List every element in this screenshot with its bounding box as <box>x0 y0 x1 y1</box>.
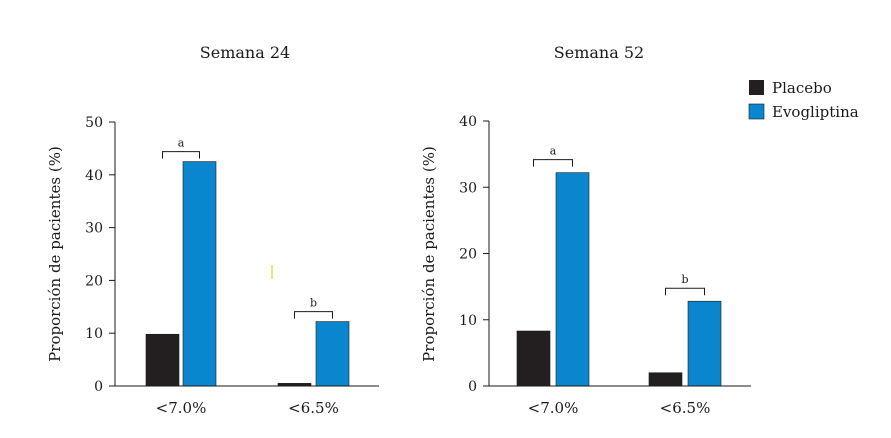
x-tick-label: <7.0% <box>528 399 579 417</box>
y-tick-label: 30 <box>459 180 477 196</box>
x-tick-label: <6.5% <box>660 399 711 417</box>
significance-label: b <box>681 273 688 286</box>
chart-title: Semana 52 <box>554 43 644 62</box>
x-tick-label: <6.5% <box>288 399 339 417</box>
chart-title: Semana 24 <box>200 43 290 62</box>
bar-evogliptina-1 <box>687 300 722 387</box>
significance-bracket <box>294 311 333 319</box>
legend-swatch-evogliptina <box>748 103 765 120</box>
y-axis-label: Proporción de pacientes (%) <box>46 146 64 362</box>
bar-evogliptina-1 <box>315 321 350 387</box>
bar-evogliptina-0 <box>555 172 590 387</box>
y-tick-label: 0 <box>94 379 103 395</box>
legend: Placebo Evogliptina <box>748 79 859 121</box>
bar-placebo-0 <box>516 330 551 387</box>
legend-label-placebo: Placebo <box>772 79 832 97</box>
legend-swatch-placebo <box>749 80 764 95</box>
significance-bracket <box>665 287 705 296</box>
y-tick-label: 20 <box>459 247 477 263</box>
y-tick-label: 50 <box>85 115 103 131</box>
legend-label-evogliptina: Evogliptina <box>772 103 859 121</box>
significance-bracket <box>162 151 200 159</box>
y-tick-label: 10 <box>459 313 477 329</box>
x-tick-label: <7.0% <box>156 399 207 417</box>
chart-semana-24: Semana 24 Proporción de pacientes (%) 0 1… <box>46 43 379 417</box>
bar-placebo-1 <box>648 372 683 387</box>
bar-evogliptina-0 <box>182 161 217 387</box>
y-tick-label: 0 <box>468 379 477 395</box>
significance-label: b <box>310 297 317 310</box>
y-tick-label: 30 <box>85 221 103 237</box>
significance-label: a <box>550 145 557 158</box>
significance-bracket <box>533 159 573 167</box>
y-tick-label: 20 <box>85 273 103 289</box>
y-tick-label: 40 <box>459 114 477 130</box>
chart-semana-52: Semana 52 Proporción de pacientes (%) 0 1… <box>420 43 751 417</box>
y-tick-label: 10 <box>85 326 103 342</box>
y-axis-label: Proporción de pacientes (%) <box>420 146 438 362</box>
plot-area: 0 10 20 30 40 50 <7.0% a <6.5% b <box>85 115 379 417</box>
bar-placebo-0 <box>145 333 180 387</box>
significance-label: a <box>178 137 185 150</box>
y-tick-label: 40 <box>85 168 103 184</box>
plot-area: 0 10 20 30 40 <7.0% a <6.5% b <box>459 114 751 417</box>
